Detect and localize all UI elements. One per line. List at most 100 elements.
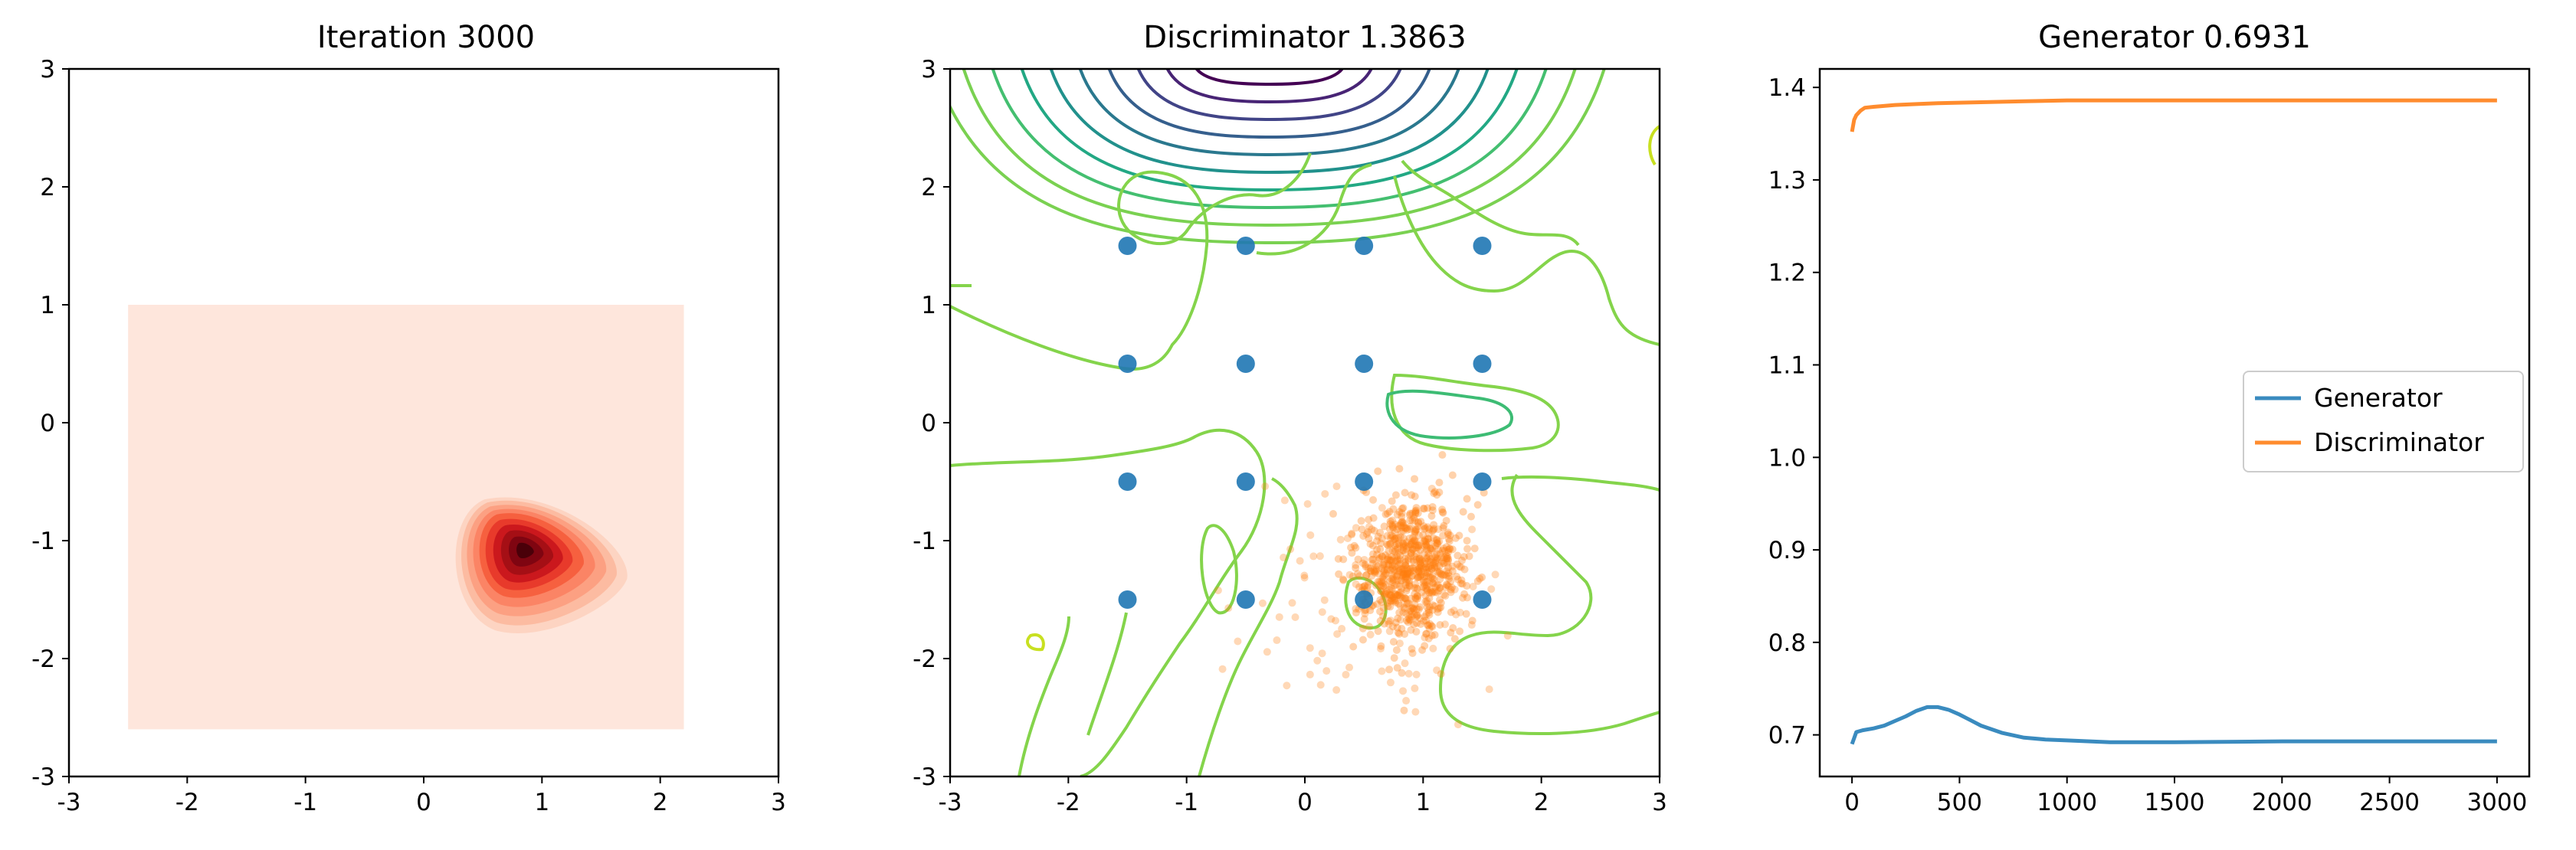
generated-point	[1433, 540, 1441, 548]
generated-point	[1473, 577, 1482, 585]
generated-point	[1421, 524, 1429, 532]
y-tick-label: 0	[921, 410, 936, 437]
generated-point	[1398, 564, 1406, 573]
x-tick-label: 3000	[2466, 789, 2527, 816]
generated-point	[1423, 585, 1431, 593]
generated-point	[1403, 584, 1411, 593]
real-point	[1355, 355, 1374, 373]
generated-point	[1421, 629, 1430, 638]
generated-point	[1491, 570, 1499, 579]
generated-point	[1378, 667, 1386, 675]
generated-point	[1394, 614, 1402, 623]
generated-point	[1395, 541, 1404, 549]
generated-point	[1412, 550, 1421, 558]
generated-point	[1428, 589, 1437, 597]
generated-point	[1422, 565, 1431, 574]
generated-point	[1412, 605, 1421, 613]
generated-point	[1352, 605, 1360, 613]
generated-point	[1438, 505, 1447, 514]
generated-point	[1456, 608, 1464, 616]
generated-point	[1391, 590, 1400, 599]
generated-point	[1405, 577, 1414, 585]
generated-point	[1318, 649, 1326, 658]
generated-point	[1383, 540, 1391, 548]
generated-point	[1423, 577, 1431, 586]
generated-point	[1369, 495, 1378, 504]
generated-point	[1411, 475, 1419, 483]
generated-point	[1391, 491, 1400, 499]
generated-point	[1433, 536, 1441, 544]
y-tick-label: 0	[40, 410, 55, 437]
generated-point	[1300, 571, 1309, 580]
generated-point	[1303, 500, 1312, 508]
generated-point	[1443, 554, 1451, 563]
contour-line	[950, 428, 1267, 776]
generated-point	[1396, 577, 1404, 585]
contour-line	[1136, 69, 1402, 122]
contour-line	[1501, 475, 1660, 492]
generated-point	[1392, 646, 1401, 654]
generated-point	[1421, 535, 1430, 544]
chart-title: Iteration 3000	[317, 20, 535, 55]
generated-point	[1438, 508, 1447, 516]
generated-point	[1411, 507, 1420, 515]
generated-point	[1402, 587, 1411, 595]
generated-point	[1431, 557, 1440, 565]
generated-point	[1349, 642, 1358, 651]
generated-point	[1434, 587, 1443, 595]
generated-point	[1415, 531, 1424, 540]
generated-point	[1436, 596, 1444, 604]
generated-point	[1402, 578, 1411, 587]
y-tick-label: 2	[921, 174, 936, 201]
y-tick-label: 1.1	[1768, 352, 1806, 380]
generated-point	[1426, 562, 1434, 570]
generated-point	[1427, 544, 1435, 553]
generated-point	[1387, 534, 1395, 542]
generated-point	[1395, 639, 1404, 648]
generated-point	[1388, 521, 1397, 530]
generated-point	[1288, 599, 1296, 607]
generated-point	[1387, 574, 1395, 583]
generated-point	[1411, 525, 1420, 534]
generated-point	[1387, 590, 1395, 599]
contour-line	[991, 69, 1548, 210]
generated-point	[1463, 582, 1471, 590]
generated-point	[1424, 621, 1432, 629]
generated-point	[1358, 636, 1367, 644]
generated-point	[1397, 518, 1405, 527]
generated-point	[1433, 581, 1441, 590]
x-tick-label: -3	[57, 789, 81, 816]
generated-point	[1414, 568, 1423, 577]
generated-point	[1411, 529, 1419, 538]
generated-point	[1393, 572, 1401, 580]
generated-point	[1411, 527, 1420, 535]
generated-point	[1379, 612, 1388, 620]
generated-point	[1408, 509, 1417, 518]
generated-point	[1358, 583, 1367, 591]
generated-point	[1434, 546, 1443, 554]
generated-point	[1386, 597, 1395, 606]
generated-point	[1385, 596, 1393, 604]
generated-point	[1416, 546, 1424, 554]
generated-point	[1369, 514, 1378, 522]
generated-point	[1388, 578, 1397, 587]
contour-line	[1165, 69, 1373, 104]
generated-point	[1413, 574, 1421, 582]
real-point	[1118, 355, 1137, 373]
generated-point	[1433, 588, 1441, 597]
generated-point	[1403, 600, 1411, 608]
generated-point	[1442, 543, 1450, 551]
generated-point	[1420, 564, 1428, 573]
generated-point	[1362, 571, 1371, 580]
generated-point	[1398, 523, 1406, 531]
generated-point	[1372, 581, 1380, 590]
generated-point	[1463, 593, 1471, 602]
generated-point	[1425, 580, 1434, 588]
generated-point	[1433, 556, 1441, 564]
generated-point	[1381, 570, 1390, 578]
generated-point	[1332, 482, 1341, 491]
generated-point	[1426, 544, 1434, 553]
generated-point	[1393, 552, 1401, 561]
x-tick-label: 2000	[2252, 789, 2312, 816]
generated-point	[1388, 623, 1397, 631]
